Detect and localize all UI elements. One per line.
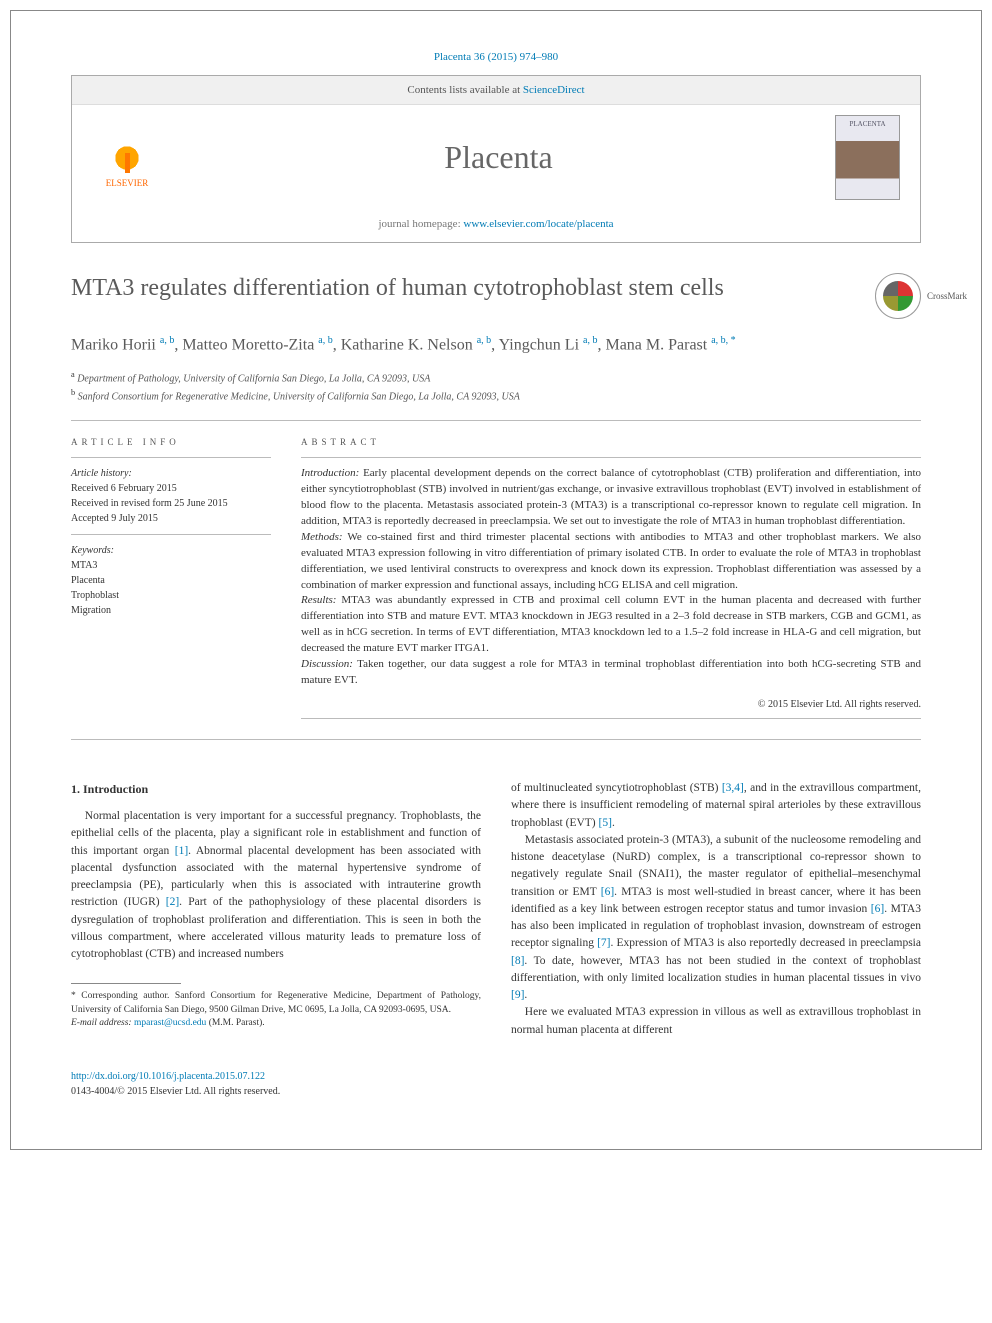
keywords-label: Keywords:: [71, 545, 114, 556]
body-right-column: of multinucleated syncytiotrophoblast (S…: [511, 780, 921, 1039]
body-columns: 1. Introduction Normal placentation is v…: [71, 780, 921, 1039]
abstract-copyright: © 2015 Elsevier Ltd. All rights reserved…: [301, 699, 921, 710]
sciencedirect-link[interactable]: ScienceDirect: [523, 84, 585, 96]
abstract-label: ABSTRACT: [301, 437, 921, 447]
crossmark-wrap: CrossMark: [875, 273, 921, 319]
contents-prefix: Contents lists available at: [407, 84, 522, 96]
header-mid-row: ELSEVIER Placenta PLACENTA: [72, 105, 920, 210]
meta-divider-1: [71, 457, 271, 458]
body-left-column: 1. Introduction Normal placentation is v…: [71, 780, 481, 1039]
body-paragraph-left: Normal placentation is very important fo…: [71, 808, 481, 963]
keyword: Placenta: [71, 575, 105, 586]
keyword: Trophoblast: [71, 590, 119, 601]
meta-divider-2: [71, 534, 271, 535]
results-label: Results:: [301, 594, 336, 606]
abstract-intro: Early placental development depends on t…: [301, 467, 921, 527]
article-info-label: ARTICLE INFO: [71, 437, 271, 447]
meta-abstract-row: ARTICLE INFO Article history: Received 6…: [71, 437, 921, 727]
title-row: MTA3 regulates differentiation of human …: [71, 273, 921, 319]
crossmark-icon: [883, 281, 913, 311]
abstract-discussion: Taken together, our data suggest a role …: [301, 658, 921, 686]
discussion-label: Discussion:: [301, 658, 353, 670]
body-paragraph-r2: Metastasis associated protein-3 (MTA3), …: [511, 832, 921, 1005]
intro-label: Introduction:: [301, 467, 359, 479]
homepage-link[interactable]: www.elsevier.com/locate/placenta: [463, 218, 613, 230]
divider-mid: [71, 739, 921, 740]
divider-top: [71, 420, 921, 421]
abstract-column: ABSTRACT Introduction: Early placental d…: [301, 437, 921, 727]
header-citation: Placenta 36 (2015) 974–980: [71, 51, 921, 63]
keyword: Migration: [71, 605, 111, 616]
received-date: Received 6 February 2015: [71, 483, 177, 494]
journal-header-box: Contents lists available at ScienceDirec…: [71, 75, 921, 243]
corresponding-author-footnote: * Corresponding author. Sanford Consorti…: [71, 990, 481, 1030]
affiliation-a: a Department of Pathology, University of…: [71, 369, 921, 386]
methods-label: Methods:: [301, 531, 343, 543]
email-label: E-mail address:: [71, 1018, 132, 1028]
revised-date: Received in revised form 25 June 2015: [71, 498, 228, 509]
page-footer: http://dx.doi.org/10.1016/j.placenta.201…: [71, 1069, 921, 1099]
crossmark-badge[interactable]: [875, 273, 921, 319]
abstract-divider: [301, 457, 921, 458]
email-suffix: (M.M. Parast).: [209, 1018, 265, 1028]
article-title: MTA3 regulates differentiation of human …: [71, 273, 863, 303]
journal-cover-thumbnail: PLACENTA: [835, 115, 900, 200]
abstract-text: Introduction: Early placental developmen…: [301, 466, 921, 689]
footnote-divider: [71, 983, 181, 984]
affiliation-b: b Sanford Consortium for Regenerative Me…: [71, 387, 921, 404]
keywords-block: Keywords: MTA3 Placenta Trophoblast Migr…: [71, 543, 271, 618]
article-history: Article history: Received 6 February 201…: [71, 466, 271, 526]
body-paragraph-r1: of multinucleated syncytiotrophoblast (S…: [511, 780, 921, 832]
page-container: Placenta 36 (2015) 974–980 Contents list…: [10, 10, 982, 1150]
corresponding-text: * Corresponding author. Sanford Consorti…: [71, 991, 481, 1014]
contents-line: Contents lists available at ScienceDirec…: [72, 76, 920, 105]
elsevier-tree-icon: [102, 128, 152, 178]
doi-link[interactable]: http://dx.doi.org/10.1016/j.placenta.201…: [71, 1071, 265, 1082]
body-paragraph-r3: Here we evaluated MTA3 expression in vil…: [511, 1004, 921, 1039]
homepage-prefix: journal homepage:: [378, 218, 463, 230]
section-heading-intro: 1. Introduction: [71, 780, 481, 798]
publisher-name: ELSEVIER: [106, 178, 149, 188]
abstract-results: MTA3 was abundantly expressed in CTB and…: [301, 594, 921, 654]
issn-copyright: 0143-4004/© 2015 Elsevier Ltd. All right…: [71, 1086, 280, 1097]
accepted-date: Accepted 9 July 2015: [71, 513, 158, 524]
abstract-bottom-divider: [301, 718, 921, 719]
article-info-column: ARTICLE INFO Article history: Received 6…: [71, 437, 271, 727]
elsevier-logo: ELSEVIER: [92, 118, 162, 198]
journal-title: Placenta: [162, 139, 835, 176]
history-label: Article history:: [71, 468, 132, 479]
crossmark-label: CrossMark: [927, 291, 967, 301]
homepage-line: journal homepage: www.elsevier.com/locat…: [72, 210, 920, 242]
keyword: MTA3: [71, 560, 97, 571]
affiliations: a Department of Pathology, University of…: [71, 369, 921, 404]
authors-line: Mariko Horii a, b, Matteo Moretto-Zita a…: [71, 333, 921, 357]
abstract-methods: We co-stained first and third trimester …: [301, 531, 921, 591]
corresponding-email-link[interactable]: mparast@ucsd.edu: [134, 1018, 206, 1028]
